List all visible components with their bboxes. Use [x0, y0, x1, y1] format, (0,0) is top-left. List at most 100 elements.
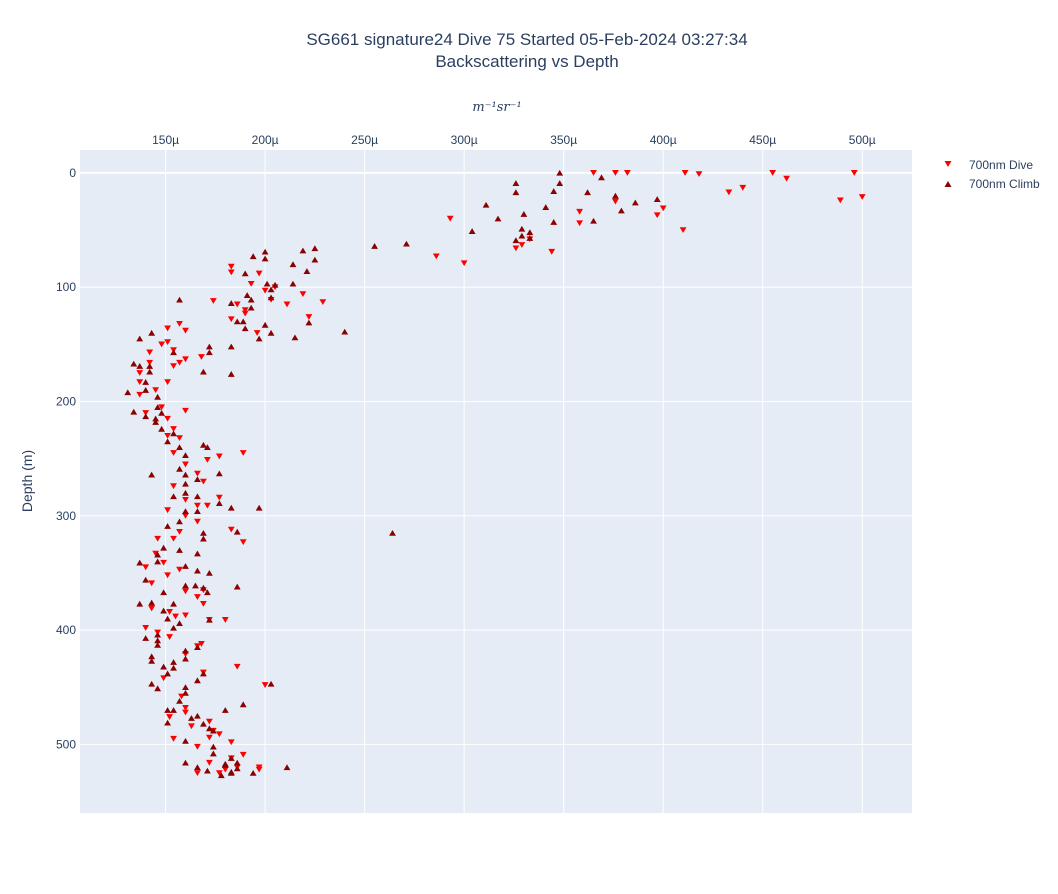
data-point[interactable] — [164, 415, 171, 422]
data-point[interactable] — [176, 320, 183, 327]
data-point[interactable] — [200, 529, 207, 536]
data-point[interactable] — [233, 301, 241, 308]
data-point[interactable] — [170, 735, 177, 742]
data-point[interactable] — [154, 641, 162, 648]
data-point[interactable] — [247, 280, 255, 287]
data-point[interactable] — [227, 526, 235, 533]
data-point[interactable] — [170, 450, 177, 456]
data-point[interactable] — [239, 450, 247, 456]
data-point[interactable] — [548, 248, 556, 255]
data-point[interactable] — [182, 705, 189, 711]
data-point[interactable] — [209, 743, 217, 750]
data-point[interactable] — [494, 215, 502, 222]
data-point[interactable] — [164, 507, 171, 514]
data-point[interactable] — [432, 253, 440, 260]
data-point[interactable] — [205, 349, 213, 356]
data-point[interactable] — [154, 535, 162, 542]
data-point[interactable] — [192, 582, 199, 589]
data-point[interactable] — [142, 387, 150, 393]
data-point[interactable] — [198, 354, 205, 360]
data-point[interactable] — [182, 709, 189, 716]
data-point[interactable] — [142, 379, 150, 385]
data-point[interactable] — [783, 175, 791, 182]
data-point[interactable] — [556, 180, 564, 186]
data-point[interactable] — [160, 559, 167, 566]
data-point[interactable] — [142, 410, 150, 416]
data-point[interactable] — [267, 329, 275, 336]
data-point[interactable] — [261, 255, 269, 262]
data-point[interactable] — [299, 291, 307, 298]
data-point[interactable] — [170, 426, 177, 432]
data-point[interactable] — [170, 664, 177, 671]
data-point[interactable] — [130, 408, 138, 415]
data-point[interactable] — [215, 770, 223, 776]
data-point[interactable] — [311, 245, 319, 252]
data-point[interactable] — [653, 196, 661, 202]
data-point[interactable] — [311, 256, 319, 263]
data-point[interactable] — [512, 245, 520, 252]
data-point[interactable] — [526, 229, 534, 236]
data-point[interactable] — [200, 535, 207, 542]
data-point[interactable] — [681, 170, 689, 176]
data-point[interactable] — [518, 242, 526, 248]
data-point[interactable] — [341, 328, 349, 335]
data-point[interactable] — [160, 544, 167, 551]
data-point[interactable] — [136, 335, 144, 342]
data-point[interactable] — [194, 502, 201, 509]
data-point[interactable] — [148, 653, 156, 660]
data-point[interactable] — [518, 225, 526, 232]
data-point[interactable] — [164, 615, 171, 622]
data-point[interactable] — [556, 169, 564, 176]
data-point[interactable] — [468, 228, 476, 234]
data-point[interactable] — [182, 612, 189, 619]
data-point[interactable] — [241, 270, 249, 277]
data-point[interactable] — [152, 419, 160, 425]
data-point[interactable] — [249, 253, 257, 260]
data-point[interactable] — [200, 670, 207, 677]
data-point[interactable] — [249, 769, 257, 776]
data-point[interactable] — [305, 314, 313, 320]
data-point[interactable] — [154, 404, 162, 410]
data-point[interactable] — [695, 171, 703, 178]
plot-area[interactable] — [80, 150, 912, 813]
data-point[interactable] — [164, 339, 171, 346]
data-point[interactable] — [205, 616, 213, 623]
data-point[interactable] — [172, 613, 179, 620]
data-point[interactable] — [154, 558, 162, 565]
data-point[interactable] — [233, 528, 241, 535]
data-point[interactable] — [142, 625, 150, 631]
data-point[interactable] — [221, 707, 229, 713]
data-point[interactable] — [158, 425, 166, 432]
data-point[interactable] — [850, 170, 858, 176]
data-point[interactable] — [170, 493, 177, 500]
data-point[interactable] — [194, 493, 201, 500]
data-point[interactable] — [182, 684, 189, 691]
data-point[interactable] — [170, 707, 177, 713]
data-point[interactable] — [188, 715, 195, 721]
data-point[interactable] — [152, 387, 160, 394]
data-point[interactable] — [154, 637, 162, 644]
data-point[interactable] — [299, 247, 307, 254]
data-point[interactable] — [239, 539, 247, 546]
data-point[interactable] — [170, 430, 177, 437]
data-point[interactable] — [512, 189, 520, 196]
data-point[interactable] — [233, 759, 241, 766]
data-point[interactable] — [389, 529, 396, 536]
data-point[interactable] — [194, 567, 201, 574]
data-point[interactable] — [166, 634, 173, 640]
data-point[interactable] — [253, 330, 261, 336]
data-point[interactable] — [221, 766, 229, 773]
data-point[interactable] — [148, 329, 156, 336]
data-point[interactable] — [215, 453, 223, 460]
data-point[interactable] — [176, 697, 183, 704]
data-point[interactable] — [130, 360, 138, 367]
data-point[interactable] — [160, 589, 167, 596]
data-point[interactable] — [227, 371, 235, 377]
data-point[interactable] — [227, 768, 235, 775]
data-point[interactable] — [182, 759, 189, 766]
data-point[interactable] — [403, 240, 410, 247]
data-point[interactable] — [283, 764, 291, 771]
data-point[interactable] — [631, 199, 639, 206]
data-point[interactable] — [194, 770, 201, 776]
data-point[interactable] — [512, 180, 520, 186]
